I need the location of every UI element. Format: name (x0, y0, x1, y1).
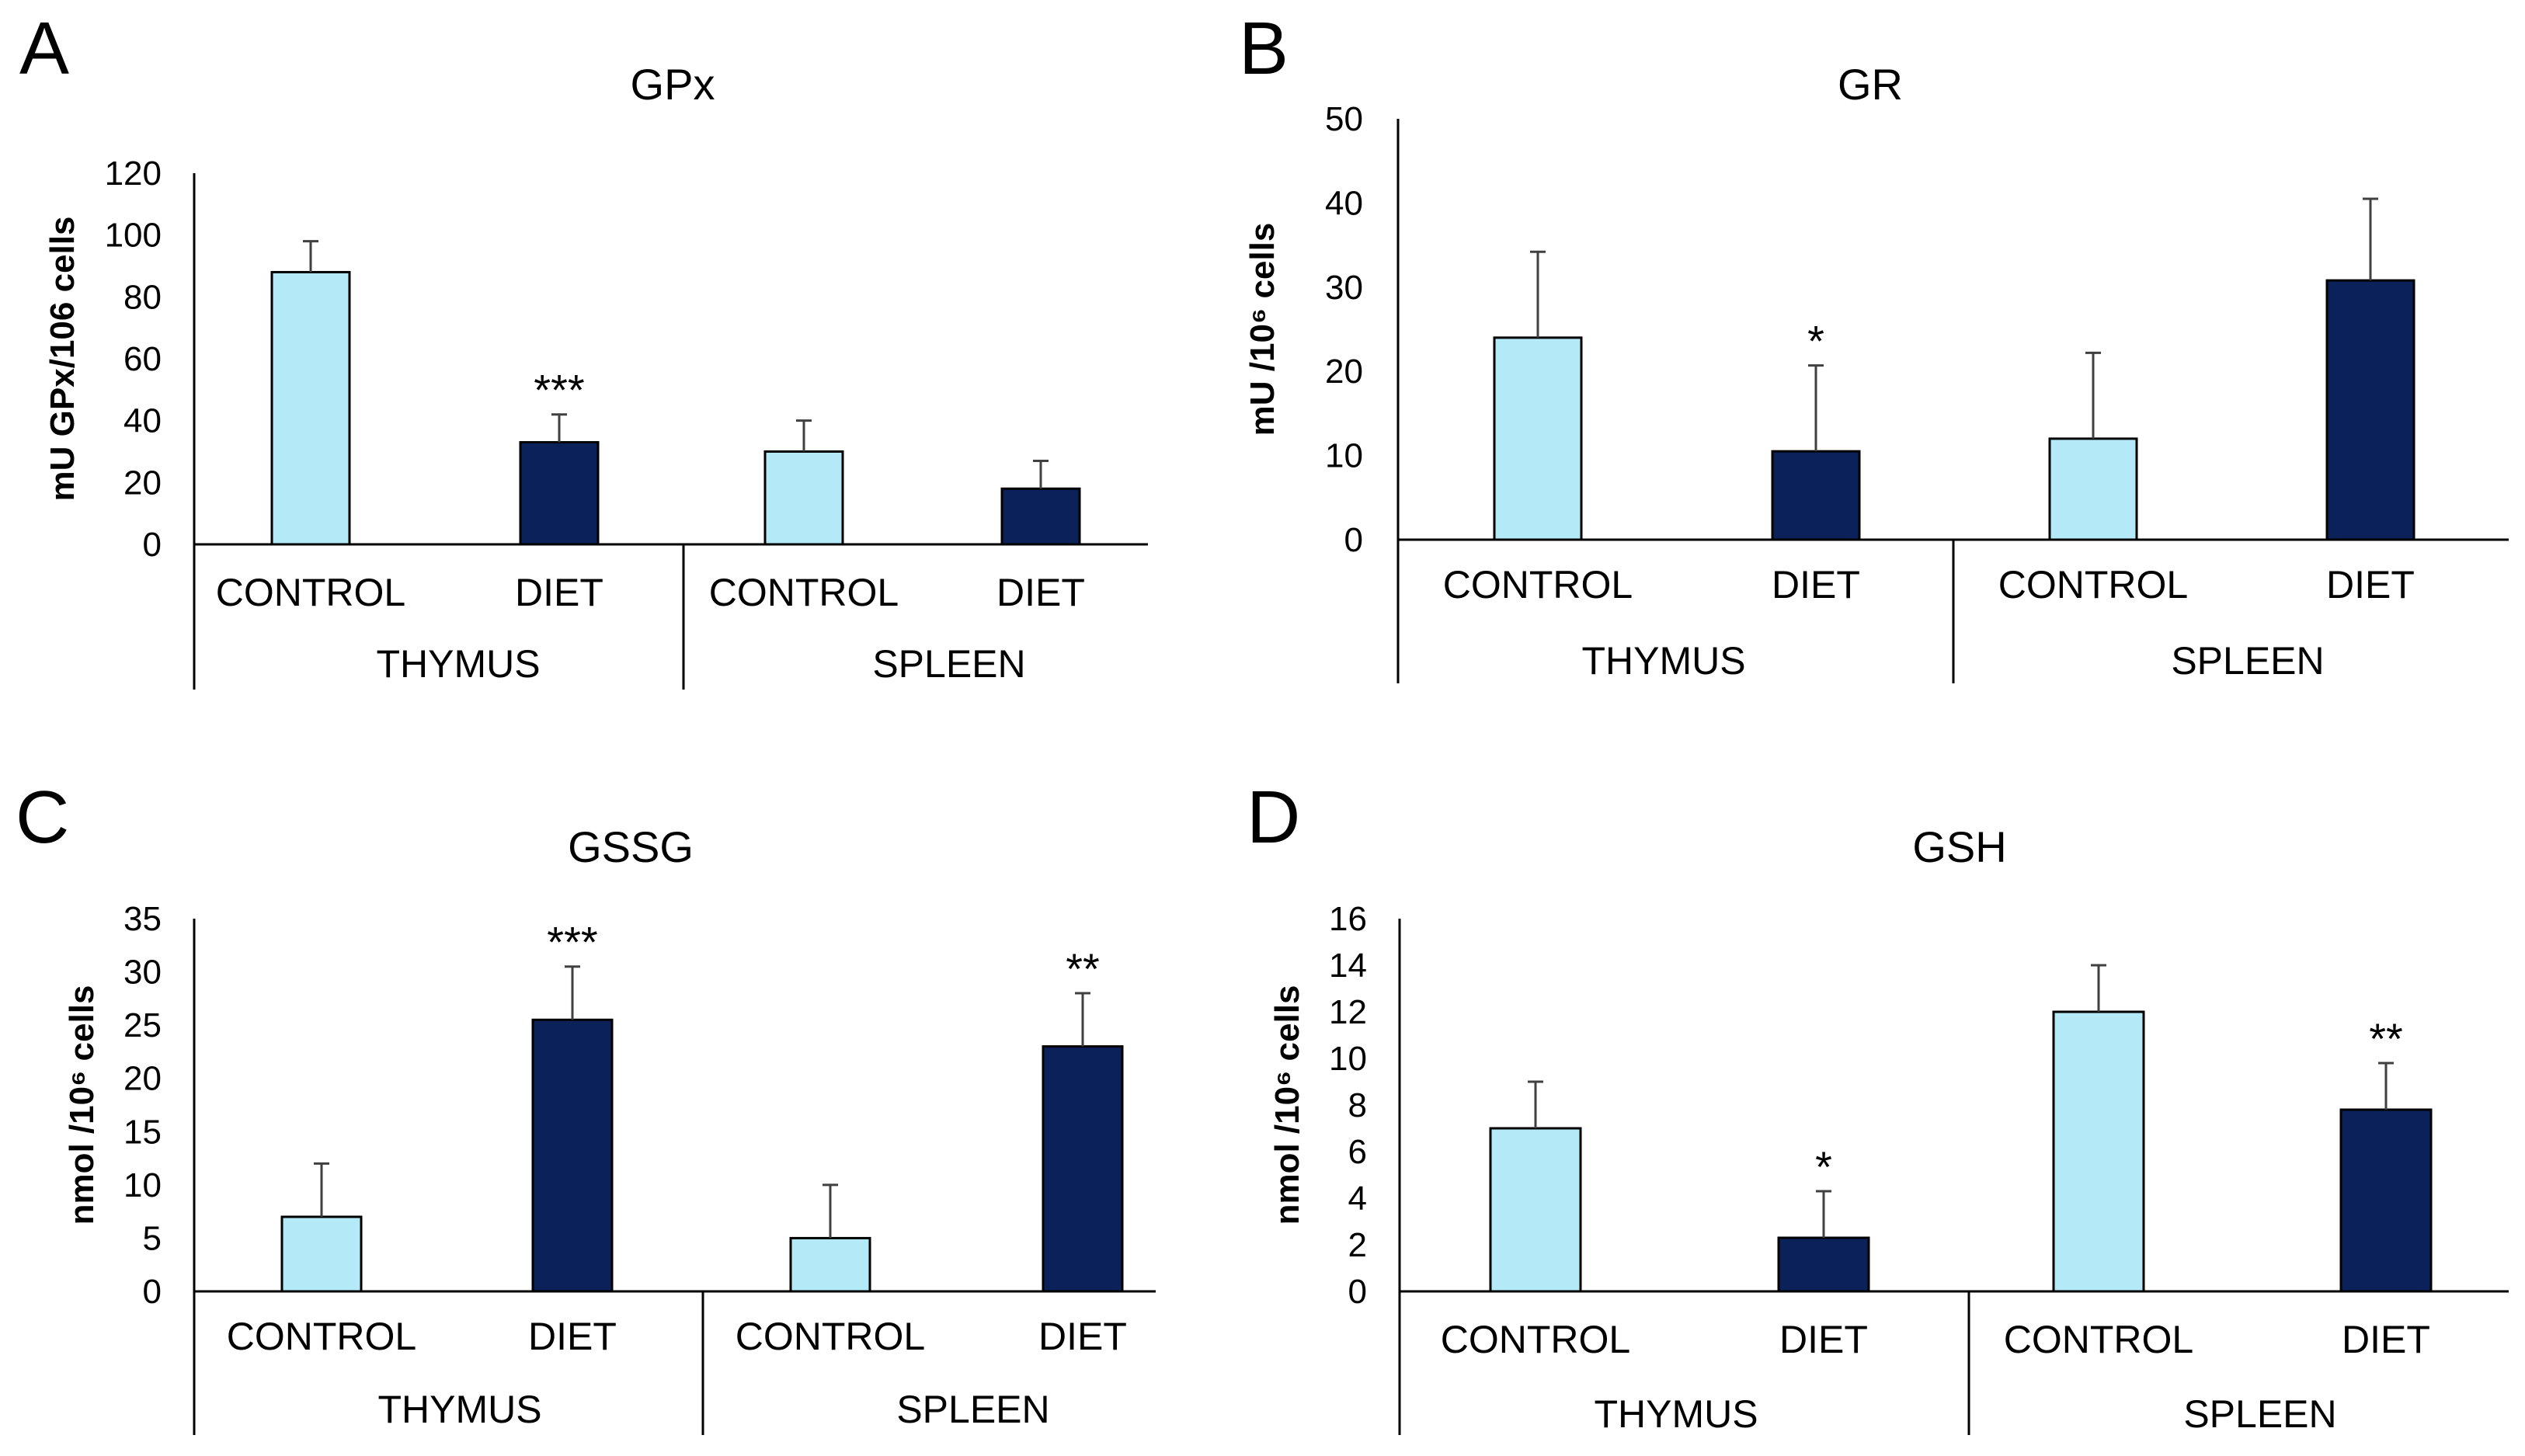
x-group-label: SPLEEN (896, 1388, 1049, 1431)
y-tick-label: 15 (123, 1113, 162, 1151)
bar-diet-spleen (2325, 279, 2415, 541)
y-tick-label: 10 (123, 1166, 162, 1204)
bar-diet-spleen (1000, 487, 1081, 546)
x-category-label: CONTROL (1441, 1318, 1630, 1361)
bar-diet-thymus (1777, 1236, 1870, 1293)
bar-control-spleen (2052, 1010, 2145, 1293)
x-category-label: DIET (996, 571, 1085, 614)
y-tick-label: 0 (1344, 521, 1363, 559)
x-category-label: DIET (515, 571, 603, 614)
bar-control-spleen (2048, 437, 2138, 541)
y-tick-label: 14 (1329, 947, 1367, 985)
y-tick-label: 25 (123, 1006, 162, 1044)
x-category-label: DIET (1038, 1315, 1127, 1358)
significance-marker: * (1807, 317, 1824, 366)
panel-letter: A (19, 7, 69, 90)
y-tick-label: 20 (123, 464, 162, 502)
chart-panel-b: B GR mU /10⁶ cells 0 10 20 30 40 50 CONTROL * DIET C… (1239, 7, 2509, 683)
x-group-label: SPLEEN (2171, 639, 2324, 683)
y-tick-label: 10 (1325, 437, 1363, 475)
bar-diet-thymus (1771, 450, 1861, 541)
chart-panel-c: C GSSG nmol /10⁶ cells 0 5 10 15 20 25 30 35 CONTRO… (16, 776, 1156, 1435)
chart-title: GPx (631, 60, 715, 109)
y-tick-label: 0 (143, 1273, 162, 1311)
y-tick-label: 35 (123, 900, 162, 938)
x-group-label: THYMUS (376, 642, 540, 686)
y-tick-label: 6 (1348, 1133, 1367, 1171)
y-tick-label: 8 (1348, 1086, 1367, 1124)
significance-marker: ** (2369, 1014, 2403, 1063)
significance-marker: ** (1066, 944, 1100, 993)
bar-control-thymus (270, 270, 351, 546)
y-tick-label: 20 (123, 1060, 162, 1098)
y-tick-label: 20 (1325, 353, 1363, 391)
bar-diet-spleen (1042, 1045, 1124, 1293)
y-tick-label: 16 (1329, 900, 1367, 938)
bar-control-thymus (1493, 336, 1583, 541)
chart-title: GSSG (568, 822, 694, 871)
y-tick-label: 50 (1325, 100, 1363, 138)
x-group-label: SPLEEN (2183, 1392, 2336, 1436)
y-tick-label: 120 (105, 155, 162, 193)
x-category-label: CONTROL (227, 1315, 416, 1358)
x-group-label: THYMUS (1581, 639, 1745, 683)
y-tick-label: 40 (123, 402, 162, 440)
x-category-label: CONTROL (216, 571, 405, 614)
y-tick-label: 30 (1325, 269, 1363, 307)
y-tick-label: 10 (1329, 1040, 1367, 1078)
x-category-label: CONTROL (1998, 563, 2188, 606)
bar-diet-thymus (519, 441, 600, 546)
x-category-label: CONTROL (2004, 1318, 2193, 1361)
significance-marker: * (1815, 1142, 1832, 1191)
bar-diet-thymus (531, 1018, 614, 1293)
chart-title: GSH (1912, 822, 2006, 871)
bar-control-thymus (280, 1215, 363, 1293)
panel-letter: C (16, 776, 69, 859)
bar-control-spleen (789, 1236, 871, 1293)
chart-panel-d: D GSH nmol /10⁶ cells 0 2 4 6 8 10 12 14 16 CONTROL *… (1247, 776, 2509, 1436)
y-tick-label: 40 (1325, 184, 1363, 222)
y-axis-label: nmol /10⁶ cells (63, 985, 101, 1225)
bar-control-spleen (763, 450, 844, 546)
significance-marker: *** (547, 918, 597, 967)
x-category-label: CONTROL (736, 1315, 925, 1358)
y-tick-label: 5 (143, 1219, 162, 1257)
chart-title: GR (1838, 60, 1903, 109)
y-axis-label: nmol /10⁶ cells (1268, 985, 1306, 1225)
panel-letter: D (1247, 776, 1300, 859)
significance-marker: *** (534, 366, 584, 415)
y-tick-label: 100 (105, 217, 162, 255)
x-category-label: CONTROL (1443, 563, 1633, 606)
x-category-label: DIET (2342, 1318, 2430, 1361)
chart-panel-a: A GPx mU GPx/106 cells 0 20 40 60 80 100 120 CONTR… (19, 7, 1148, 690)
y-tick-label: 2 (1348, 1226, 1367, 1264)
y-axis-label: mU /10⁶ cells (1243, 223, 1282, 436)
x-group-label: THYMUS (1594, 1392, 1758, 1436)
x-category-label: DIET (528, 1315, 617, 1358)
x-category-label: DIET (1779, 1318, 1868, 1361)
y-tick-label: 12 (1329, 993, 1367, 1031)
x-category-label: DIET (1772, 563, 1860, 606)
y-tick-label: 0 (143, 526, 162, 564)
x-group-label: THYMUS (377, 1388, 541, 1431)
bar-diet-spleen (2339, 1108, 2433, 1293)
y-axis-label: mU GPx/106 cells (43, 217, 82, 502)
y-tick-label: 80 (123, 278, 162, 316)
x-group-label: SPLEEN (872, 642, 1025, 686)
bar-control-thymus (1489, 1127, 1582, 1293)
y-tick-label: 0 (1348, 1273, 1367, 1311)
x-category-label: DIET (2326, 563, 2415, 606)
x-category-label: CONTROL (709, 571, 899, 614)
y-tick-label: 60 (123, 340, 162, 378)
y-tick-label: 30 (123, 954, 162, 992)
panel-letter: B (1239, 7, 1289, 90)
y-tick-label: 4 (1348, 1180, 1367, 1218)
